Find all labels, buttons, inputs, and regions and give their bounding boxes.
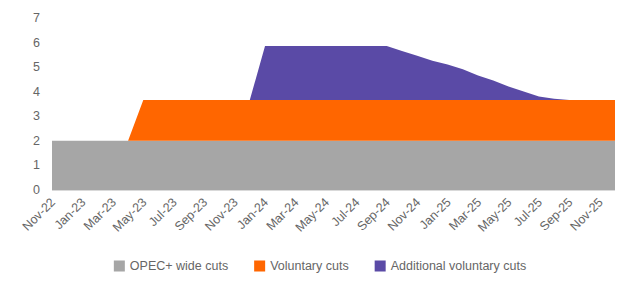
y-tick-label: 2 [33, 134, 40, 148]
legend: OPEC+ wide cuts Voluntary cuts Additional … [114, 259, 526, 273]
area [52, 46, 615, 141]
y-tick [49, 67, 52, 68]
x-tick-label: Jan-23 [52, 195, 89, 232]
x-tick-label: Sep-23 [172, 195, 210, 233]
area [52, 141, 615, 190]
y-tick [49, 140, 52, 141]
legend-swatch [375, 261, 386, 272]
y-tick-label: 5 [33, 60, 40, 74]
y-tick [49, 116, 52, 117]
x-tick-label: Jan-24 [234, 195, 271, 232]
x-tick-label: Sep-24 [354, 195, 392, 233]
legend-label: Voluntary cuts [270, 259, 349, 273]
legend-swatch [114, 261, 125, 272]
x-tick-label: Jan-25 [417, 195, 454, 232]
y-tick-label: 1 [33, 158, 40, 172]
x-tick-label: Nov-24 [385, 195, 423, 233]
y-tick-label: 6 [33, 36, 40, 50]
legend-swatch [254, 261, 265, 272]
legend-label: OPEC+ wide cuts [130, 259, 228, 273]
y-tick-label: 7 [33, 11, 40, 25]
areas [52, 46, 615, 190]
x-tick-label: Nov-23 [202, 195, 240, 233]
y-tick [49, 165, 52, 166]
x-tick-label: May-25 [475, 195, 514, 234]
x-tick-label: Sep-25 [537, 195, 575, 233]
chart: 01234567Nov-22Jan-23Mar-23May-23Jul-23Se… [0, 0, 640, 295]
y-tick-label: 3 [33, 109, 40, 123]
x-tick-label: Nov-22 [20, 195, 58, 233]
y-tick-label: 0 [33, 183, 40, 197]
y-tick [49, 91, 52, 92]
x-tick-label: May-23 [110, 195, 149, 234]
legend-label: Additional voluntary cuts [391, 259, 527, 273]
y-tick [49, 42, 52, 43]
y-tick [49, 18, 52, 19]
y-tick [49, 190, 52, 191]
area [52, 100, 615, 141]
y-tick-label: 4 [33, 85, 40, 99]
x-tick-label: May-24 [293, 195, 332, 234]
x-tick-label: Nov-25 [568, 195, 606, 233]
x-axis [52, 190, 615, 191]
